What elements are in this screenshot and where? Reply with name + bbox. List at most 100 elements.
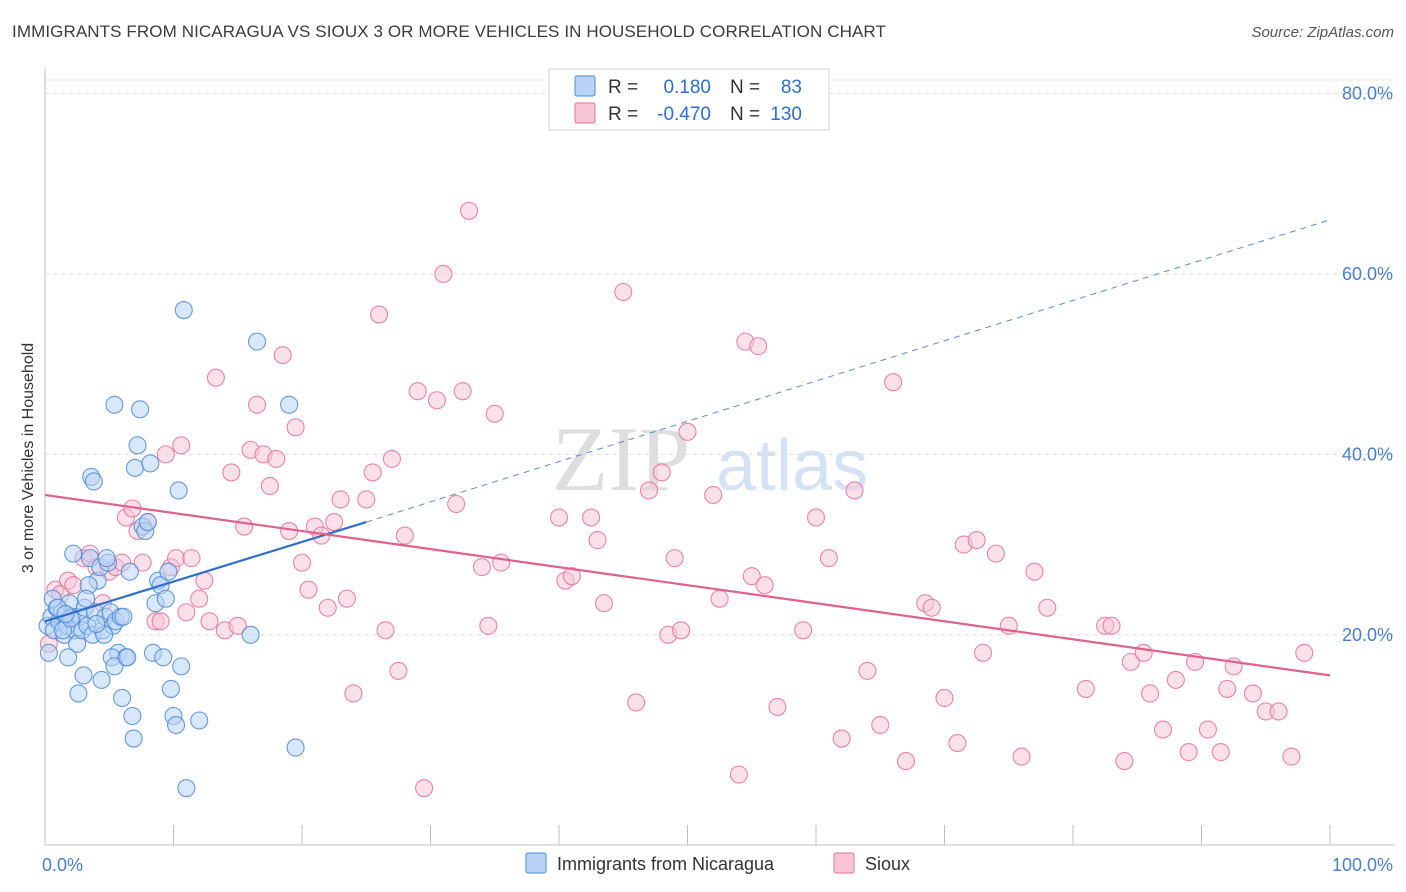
- data-point: [1179, 743, 1198, 762]
- data-point: [331, 490, 350, 509]
- data-point: [678, 422, 697, 441]
- data-point: [318, 598, 337, 617]
- data-point: [794, 621, 813, 640]
- data-point: [447, 494, 466, 514]
- data-point: [453, 382, 472, 401]
- data-point: [69, 684, 88, 703]
- data-point: [729, 765, 748, 784]
- legend-n-value: 83: [781, 77, 802, 98]
- data-point: [1141, 684, 1160, 703]
- data-point: [286, 738, 305, 757]
- data-point: [124, 729, 143, 748]
- legend-label-nicaragua: Immigrants from Nicaragua: [557, 854, 775, 874]
- data-point: [389, 661, 408, 680]
- chart-title: IMMIGRANTS FROM NICARAGUA VS SIOUX 3 OR …: [12, 22, 886, 41]
- data-point: [1076, 679, 1095, 698]
- trend-lines: [44, 219, 1331, 677]
- data-point: [235, 517, 254, 536]
- data-point: [896, 752, 916, 771]
- correlation-legend: R = 0.180 N = 83 R = -0.470 N = 130: [548, 68, 830, 131]
- data-point: [363, 463, 382, 482]
- data-point: [59, 648, 78, 667]
- data-point: [479, 616, 498, 635]
- data-point: [141, 454, 160, 473]
- data-point: [39, 643, 58, 662]
- legend-r-value: 0.180: [663, 77, 711, 98]
- data-point: [267, 449, 286, 468]
- trend-line-sioux: [44, 493, 1331, 677]
- data-point: [286, 418, 305, 437]
- data-point: [1243, 684, 1262, 703]
- data-point: [370, 305, 389, 324]
- data-point: [87, 614, 106, 634]
- data-point: [665, 549, 684, 568]
- data-point: [159, 562, 178, 581]
- data-point: [415, 779, 434, 798]
- data-point: [169, 481, 188, 500]
- data-point: [1115, 752, 1134, 771]
- data-point: [408, 382, 427, 401]
- data-point: [161, 679, 180, 698]
- legend-r-label: R =: [608, 104, 638, 125]
- data-point: [344, 684, 363, 703]
- data-point: [190, 711, 209, 730]
- data-point: [222, 463, 241, 482]
- data-point: [260, 476, 279, 496]
- data-point: [292, 553, 312, 572]
- legend-r-label: R =: [608, 77, 638, 98]
- data-point: [206, 368, 225, 387]
- y-tick-label: 40.0%: [1342, 444, 1393, 464]
- data-point: [1012, 747, 1031, 766]
- data-point: [138, 512, 157, 532]
- data-point: [806, 508, 826, 527]
- data-point: [74, 666, 93, 685]
- data-point: [280, 395, 299, 414]
- data-point: [935, 688, 954, 708]
- data-point: [582, 508, 601, 527]
- data-point: [672, 621, 691, 640]
- data-point: [492, 553, 511, 572]
- data-point: [247, 395, 267, 414]
- data-point: [382, 449, 402, 468]
- y-axis-label: 3 or more Vehicles in Household: [20, 343, 37, 573]
- series-legend: Immigrants from Nicaragua Sioux: [525, 852, 910, 874]
- data-point: [247, 332, 267, 351]
- data-point: [118, 648, 137, 667]
- legend-r-value: -0.470: [657, 104, 711, 125]
- data-point: [472, 558, 491, 577]
- data-point: [131, 400, 150, 419]
- data-point: [299, 580, 318, 599]
- data-point: [395, 526, 414, 545]
- y-tick-label: 20.0%: [1342, 625, 1393, 645]
- data-point: [177, 603, 196, 622]
- data-point: [459, 201, 479, 220]
- data-point: [154, 648, 173, 667]
- data-point: [123, 706, 142, 726]
- data-point: [819, 549, 838, 568]
- data-point: [177, 779, 196, 798]
- data-point: [710, 589, 729, 608]
- x-tick-label: 100.0%: [1332, 855, 1393, 875]
- data-point: [172, 436, 191, 455]
- data-point: [922, 598, 941, 617]
- data-point: [1134, 643, 1153, 662]
- data-point: [948, 734, 967, 753]
- data-point: [174, 300, 193, 320]
- series-nicaragua-points: [38, 300, 305, 798]
- data-point: [884, 373, 903, 392]
- legend-n-value: 130: [770, 104, 802, 125]
- data-point: [768, 697, 787, 717]
- data-point: [97, 549, 116, 568]
- axes: [44, 68, 1395, 846]
- source-label: Source: ZipAtlas.com: [1251, 24, 1394, 41]
- data-point: [588, 531, 607, 550]
- data-point: [156, 589, 175, 608]
- data-point: [114, 607, 133, 626]
- data-point: [77, 589, 96, 608]
- data-point: [273, 346, 292, 365]
- data-point: [639, 481, 659, 500]
- data-point: [172, 657, 191, 676]
- data-point: [427, 391, 446, 410]
- data-point: [614, 282, 633, 302]
